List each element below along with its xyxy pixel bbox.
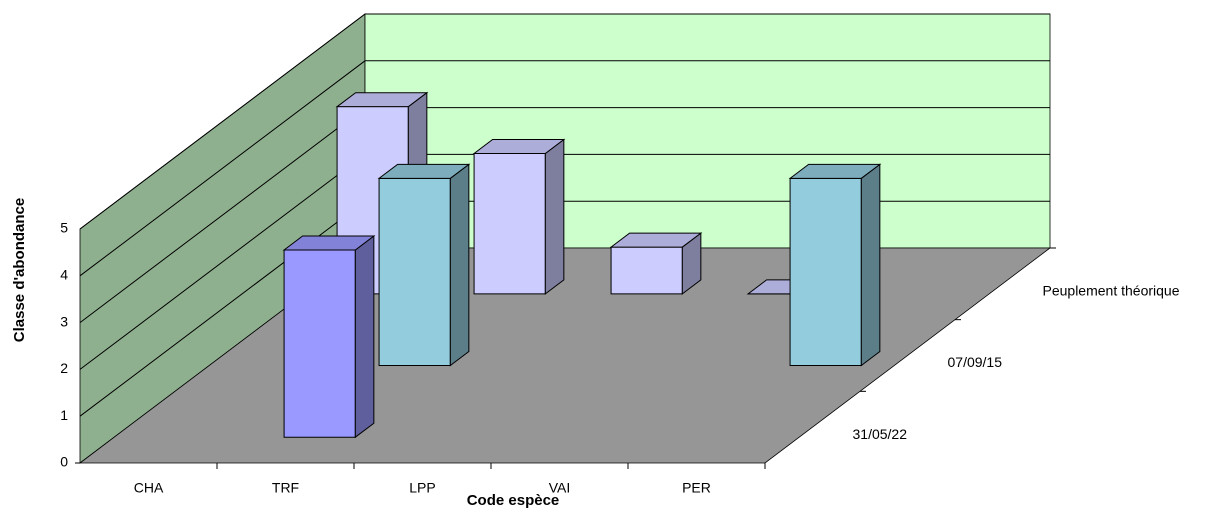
bar-top bbox=[788, 163, 882, 179]
bar-top bbox=[472, 138, 566, 154]
bar bbox=[609, 232, 703, 295]
x-tick-label: LPP bbox=[409, 480, 435, 496]
x-tick-label: PER bbox=[682, 480, 711, 496]
bar bbox=[377, 163, 471, 367]
y-axis-title: Classe d'abondance bbox=[11, 198, 28, 342]
bar-front bbox=[378, 177, 451, 367]
bar-side bbox=[860, 163, 881, 367]
x-tick-label: VAI bbox=[549, 480, 571, 496]
x-tick-label: TRF bbox=[272, 480, 299, 496]
grid-line bbox=[79, 13, 1050, 230]
bar-top bbox=[377, 163, 471, 179]
bar-side bbox=[354, 235, 375, 439]
y-tick-label: 1 bbox=[60, 407, 68, 423]
bar-front bbox=[789, 177, 862, 367]
bar-front bbox=[473, 152, 546, 295]
y-tick-label: 5 bbox=[60, 220, 68, 236]
bar-front bbox=[283, 249, 356, 438]
y-tick-label: 4 bbox=[60, 267, 68, 283]
bar-side bbox=[544, 138, 565, 295]
depth-label: 31/05/22 bbox=[853, 426, 908, 442]
bar-top bbox=[335, 92, 429, 108]
x-axis-title: Code espèce bbox=[467, 492, 560, 509]
depth-label: 07/09/15 bbox=[948, 354, 1003, 370]
bar bbox=[472, 138, 566, 295]
x-tick-label: CHA bbox=[134, 480, 164, 496]
y-tick-label: 2 bbox=[60, 360, 68, 376]
bar bbox=[282, 235, 376, 439]
bar-front bbox=[610, 246, 683, 295]
grid-line bbox=[79, 60, 1050, 277]
bar bbox=[788, 163, 882, 367]
y-tick-label: 0 bbox=[60, 454, 68, 470]
y-tick-label: 3 bbox=[60, 313, 68, 329]
bar-top bbox=[609, 232, 703, 248]
bar-top bbox=[282, 235, 376, 251]
bar-side bbox=[449, 163, 470, 367]
depth-label: Peuplement théorique bbox=[1043, 283, 1180, 299]
